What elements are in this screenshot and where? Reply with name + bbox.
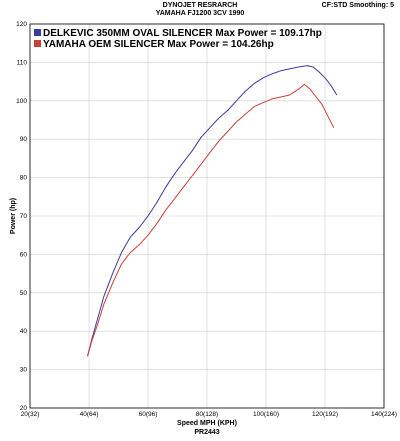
legend: DELKEVIC 350MM OVAL SILENCER Max Power =… [34,28,322,50]
y-tick-label: 70 [20,213,28,220]
legend-swatch-yamaha [34,40,41,47]
x-tick-label: 120(192) [312,411,338,418]
chart-subtitle: YAMAHA FJ1200 3CV 1990 [155,10,245,17]
y-tick-label: 40 [20,328,28,335]
x-tick-label: 80(128) [196,411,218,418]
legend-label-yamaha: YAMAHA OEM SILENCER Max Power = 104.26hp [43,39,274,50]
y-axis-label: Power (hp) [10,198,17,234]
y-tick-label: 30 [20,367,28,374]
x-axis-label: Speed MPH (KPH) [177,420,237,427]
y-tick-label: 50 [20,290,28,297]
grid [29,23,385,409]
y-tick-label: 80 [20,175,28,182]
y-tick-label: 60 [20,251,28,258]
x-tick-label: 40(64) [80,411,99,418]
series-line-delkevic [87,65,338,357]
x-tick-label: 60(96) [139,411,158,418]
series-line-yamaha [87,83,335,357]
series-group [87,65,338,357]
x-axis-sublabel: PR2443 [194,429,219,436]
y-tick-label: 110 [17,59,28,66]
plot-area [29,23,385,409]
axes: 20 30 40 50 60 70 80 90 100 110 120 20(32) 40(64) 60(… [16,21,397,418]
x-tick-label: 100(160) [253,411,279,418]
y-tick-label: 20 [20,405,28,412]
y-tick-label: 90 [20,136,28,143]
legend-label-delkevic: DELKEVIC 350MM OVAL SILENCER Max Power =… [43,28,322,39]
chart-title: DYNOJET RESRARCH [162,2,238,9]
x-tick-label: 140(224) [371,411,397,418]
y-tick-label: 120 [16,21,27,28]
y-tick-label: 100 [16,98,27,105]
settings-label: CF:STD Smoothing: 5 [321,2,394,9]
legend-swatch-delkevic [34,29,41,36]
x-tick-label: 20(32) [21,411,40,418]
